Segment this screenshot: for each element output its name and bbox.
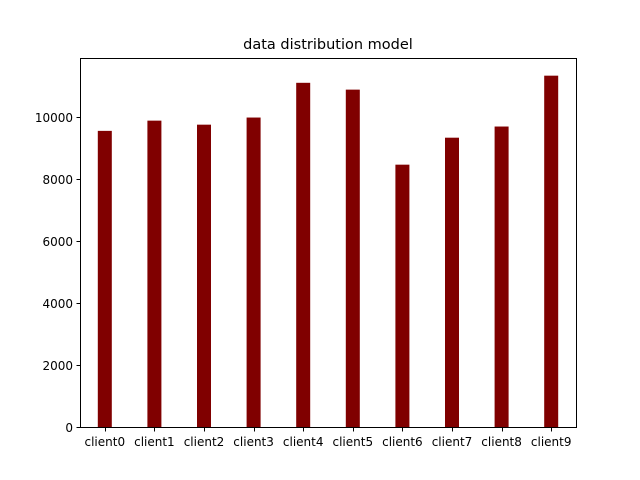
x-tick-label: client7 bbox=[432, 435, 473, 449]
x-tick-label: client6 bbox=[382, 435, 423, 449]
bar-client6 bbox=[395, 164, 410, 428]
bar-client2 bbox=[197, 124, 211, 428]
bar-client5 bbox=[345, 89, 360, 427]
chart-title: data distribution model bbox=[243, 37, 413, 53]
x-tick-label: client5 bbox=[333, 435, 374, 449]
x-tick-label: client8 bbox=[481, 435, 522, 449]
axes-frame bbox=[80, 58, 577, 428]
x-tick-label: client2 bbox=[184, 435, 225, 449]
x-tick-label: client1 bbox=[134, 435, 175, 449]
bar-client7 bbox=[445, 137, 459, 427]
y-tick-label: 0 bbox=[65, 421, 73, 435]
bar-client4 bbox=[296, 82, 311, 427]
y-tick-label: 4000 bbox=[42, 297, 73, 311]
bar-client0 bbox=[97, 130, 112, 427]
bar-client1 bbox=[147, 120, 162, 427]
y-tick-label: 8000 bbox=[42, 173, 73, 187]
bar-client8 bbox=[494, 126, 509, 427]
x-tick-label: client4 bbox=[283, 435, 324, 449]
x-tick-label: client0 bbox=[85, 435, 126, 449]
x-tick-label: client9 bbox=[531, 435, 572, 449]
bar-client3 bbox=[246, 117, 261, 427]
bar-client9 bbox=[544, 75, 559, 428]
y-tick-label: 2000 bbox=[42, 359, 73, 373]
x-tick-label: client3 bbox=[233, 435, 274, 449]
bars-layer bbox=[97, 75, 559, 428]
y-tick-label: 6000 bbox=[42, 235, 73, 249]
y-tick-label: 10000 bbox=[35, 111, 73, 125]
axes-layer: 0 2000 4000 6000 8000 10000 client0 client1 clie… bbox=[35, 58, 577, 449]
